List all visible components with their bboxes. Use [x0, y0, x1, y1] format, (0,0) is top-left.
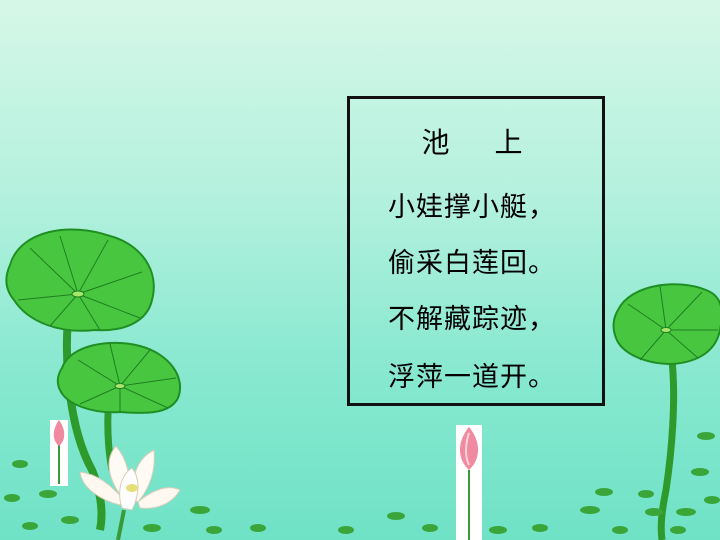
lotus-leaf-icon: [5, 228, 155, 332]
lotus-flower-icon: [79, 445, 181, 540]
poem-card: 池 上 小娃撑小艇， 偷采白莲回。 不解藏踪迹， 浮萍一道开。: [347, 96, 605, 406]
lotus-leaf-icon: [56, 341, 181, 414]
lotus-stem-icon: [63, 299, 106, 531]
lotus-leaf-icon: [612, 283, 720, 366]
poem-line-3: 不解藏踪迹，: [388, 304, 556, 335]
poem-line-2: 偷采白莲回。: [388, 248, 556, 279]
lotus-bud-icon: [456, 425, 482, 540]
lotus-stem-icon: [657, 359, 678, 540]
duckweed-icon: [4, 432, 720, 534]
poem-line-4: 浮萍一道开。: [388, 362, 556, 393]
poem-title: 池 上: [421, 126, 541, 159]
poem-line-1: 小娃撑小艇，: [388, 192, 556, 223]
lotus-bud-icon: [50, 420, 68, 486]
